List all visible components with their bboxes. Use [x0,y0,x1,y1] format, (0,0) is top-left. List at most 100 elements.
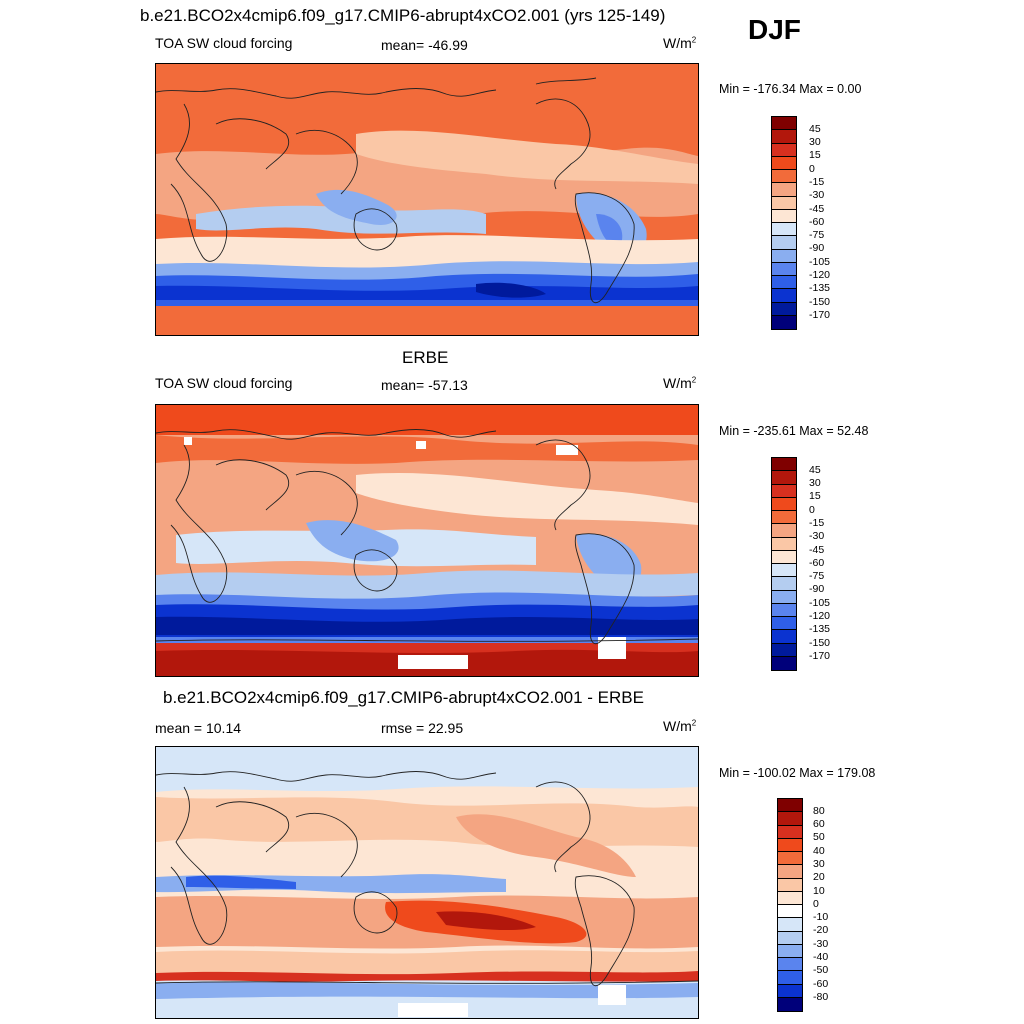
model-colorbar-swatch [772,209,796,223]
model-colorbar-swatch [772,262,796,276]
colorbar-tick-label: -120 [809,269,831,281]
colorbar-tick-label: 50 [813,831,825,843]
model-colorbar-swatch [772,156,796,170]
model-variable-label: TOA SW cloud forcing [155,35,293,51]
diff-colorbar-swatch [778,812,802,826]
diff-minmax-label: Min = -100.02 Max = 179.08 [719,766,876,780]
colorbar-tick-label: -10 [813,911,829,923]
diff-colorbar-swatch [778,997,802,1011]
diff-units-sup: 2 [691,718,697,728]
obs-variable-label: TOA SW cloud forcing [155,375,293,391]
model-colorbar-swatch [772,289,796,303]
diff-colorbar-swatch [778,984,802,998]
colorbar-tick-label: -90 [809,242,825,254]
diff-colorbar-swatch [778,799,802,813]
colorbar-tick-label: -20 [813,924,829,936]
model-map-svg [156,64,698,335]
colorbar-tick-label: 45 [809,123,821,135]
colorbar-tick-label: -30 [809,189,825,201]
diff-mean-label: mean = 10.14 [155,720,242,736]
colorbar-tick-label: -150 [809,637,831,649]
colorbar-tick-label: -60 [809,216,825,228]
colorbar-tick-label: -90 [809,583,825,595]
model-map [155,63,699,336]
model-colorbar [771,116,797,330]
obs-colorbar-swatch [772,656,796,670]
colorbar-tick-label: -60 [809,557,825,569]
model-minmax-label: Min = -176.34 Max = 0.00 [719,82,862,96]
diff-colorbar-swatch [778,865,802,879]
diff-panel-title: b.e21.BCO2x4cmip6.f09_g17.CMIP6-abrupt4x… [163,688,644,707]
obs-colorbar-swatch [772,564,796,578]
colorbar-tick-label: -120 [809,610,831,622]
obs-units-text: W/m [663,375,692,391]
colorbar-tick-label: -105 [809,256,831,268]
obs-colorbar-swatch [772,617,796,631]
diff-colorbar-swatch [778,944,802,958]
obs-colorbar-swatch [772,458,796,472]
colorbar-tick-label: -15 [809,176,825,188]
diff-colorbar-swatch [778,891,802,905]
obs-colorbar [771,457,797,671]
colorbar-tick-label: 20 [813,871,825,883]
model-colorbar-swatch [772,223,796,237]
diff-units-label: W/m2 [663,718,696,734]
colorbar-tick-label: -30 [809,530,825,542]
obs-minmax-label: Min = -235.61 Max = 52.48 [719,424,869,438]
colorbar-tick-label: -135 [809,623,831,635]
model-units-sup: 2 [691,35,697,45]
model-colorbar-swatch [772,315,796,329]
obs-panel-title: ERBE [402,348,449,367]
diff-map-svg [156,747,698,1018]
diff-colorbar-swatch [778,825,802,839]
model-colorbar-swatch [772,236,796,250]
colorbar-tick-label: 40 [813,845,825,857]
model-colorbar-swatch [772,302,796,316]
colorbar-tick-label: -80 [813,991,829,1003]
colorbar-tick-label: 10 [813,885,825,897]
diff-colorbar-swatch [778,958,802,972]
colorbar-tick-label: 45 [809,464,821,476]
colorbar-tick-label: -45 [809,544,825,556]
model-colorbar-swatch [772,196,796,210]
colorbar-tick-label: -170 [809,650,831,662]
colorbar-tick-label: -135 [809,282,831,294]
colorbar-tick-label: -150 [809,296,831,308]
diff-units-text: W/m [663,718,692,734]
obs-units-label: W/m2 [663,375,696,391]
colorbar-tick-label: -30 [813,938,829,950]
diff-colorbar-swatch [778,878,802,892]
obs-colorbar-swatch [772,603,796,617]
colorbar-tick-label: 0 [813,898,819,910]
obs-colorbar-swatch [772,471,796,485]
diff-colorbar [777,798,803,1012]
model-colorbar-swatch [772,130,796,144]
diff-colorbar-swatch [778,918,802,932]
model-colorbar-swatch [772,143,796,157]
colorbar-tick-label: -50 [813,964,829,976]
colorbar-tick-label: -75 [809,570,825,582]
diff-colorbar-swatch [778,852,802,866]
model-colorbar-swatch [772,117,796,131]
model-colorbar-swatch [772,276,796,290]
colorbar-tick-label: -105 [809,597,831,609]
diff-map [155,746,699,1019]
colorbar-tick-label: 30 [809,477,821,489]
model-colorbar-swatch [772,249,796,263]
obs-colorbar-swatch [772,590,796,604]
diff-colorbar-swatch [778,838,802,852]
colorbar-tick-label: 30 [813,858,825,870]
colorbar-tick-label: -40 [813,951,829,963]
obs-map-svg [156,405,698,676]
obs-map [155,404,699,677]
season-label: DJF [748,14,801,45]
diff-colorbar-swatch [778,905,802,919]
model-colorbar-swatch [772,183,796,197]
colorbar-tick-label: -60 [813,978,829,990]
obs-colorbar-swatch [772,497,796,511]
colorbar-tick-label: -45 [809,203,825,215]
obs-colorbar-swatch [772,524,796,538]
model-units-text: W/m [663,35,692,51]
colorbar-tick-label: 80 [813,805,825,817]
model-mean-label: mean= -46.99 [381,37,468,53]
